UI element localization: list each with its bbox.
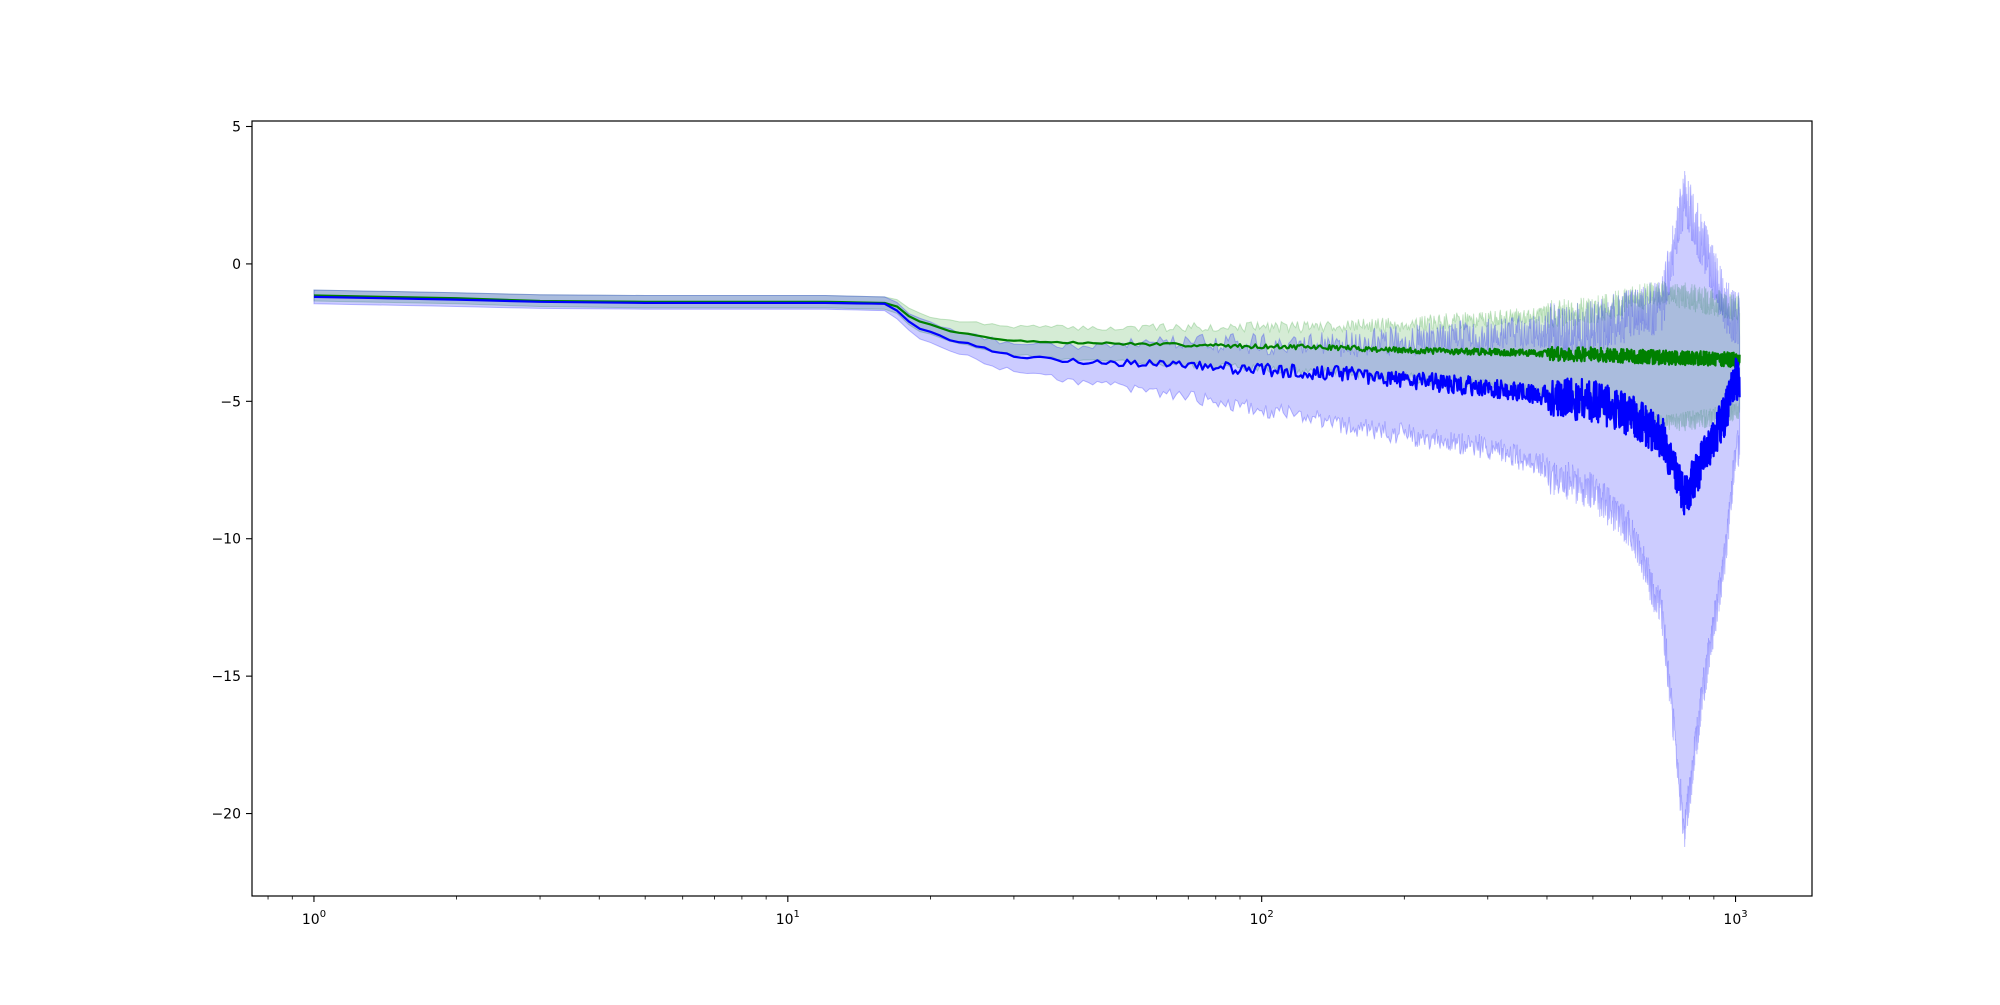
series-lines bbox=[313, 294, 1741, 516]
y-axis: 5 0 −5 −10 −15 −20 bbox=[211, 119, 252, 823]
y-tick-label: −5 bbox=[220, 394, 241, 410]
y-tick-label: 5 bbox=[232, 119, 241, 135]
y-tick-label: −10 bbox=[211, 532, 241, 548]
series-2-line bbox=[313, 295, 1741, 516]
plot-frame bbox=[251, 120, 1813, 897]
series-1-line bbox=[313, 294, 1741, 369]
x-axis: 100 101 102 103 bbox=[267, 896, 1748, 928]
x-tick-label: 101 bbox=[776, 909, 800, 928]
x-tick-label: 102 bbox=[1250, 909, 1274, 928]
y-tick-label: −15 bbox=[211, 669, 241, 685]
y-tick-label: 0 bbox=[232, 257, 241, 273]
y-tick-label: −20 bbox=[211, 807, 241, 823]
series-2-band bbox=[313, 171, 1741, 848]
x-tick-label: 103 bbox=[1723, 909, 1747, 928]
x-tick-label: 100 bbox=[302, 909, 326, 928]
